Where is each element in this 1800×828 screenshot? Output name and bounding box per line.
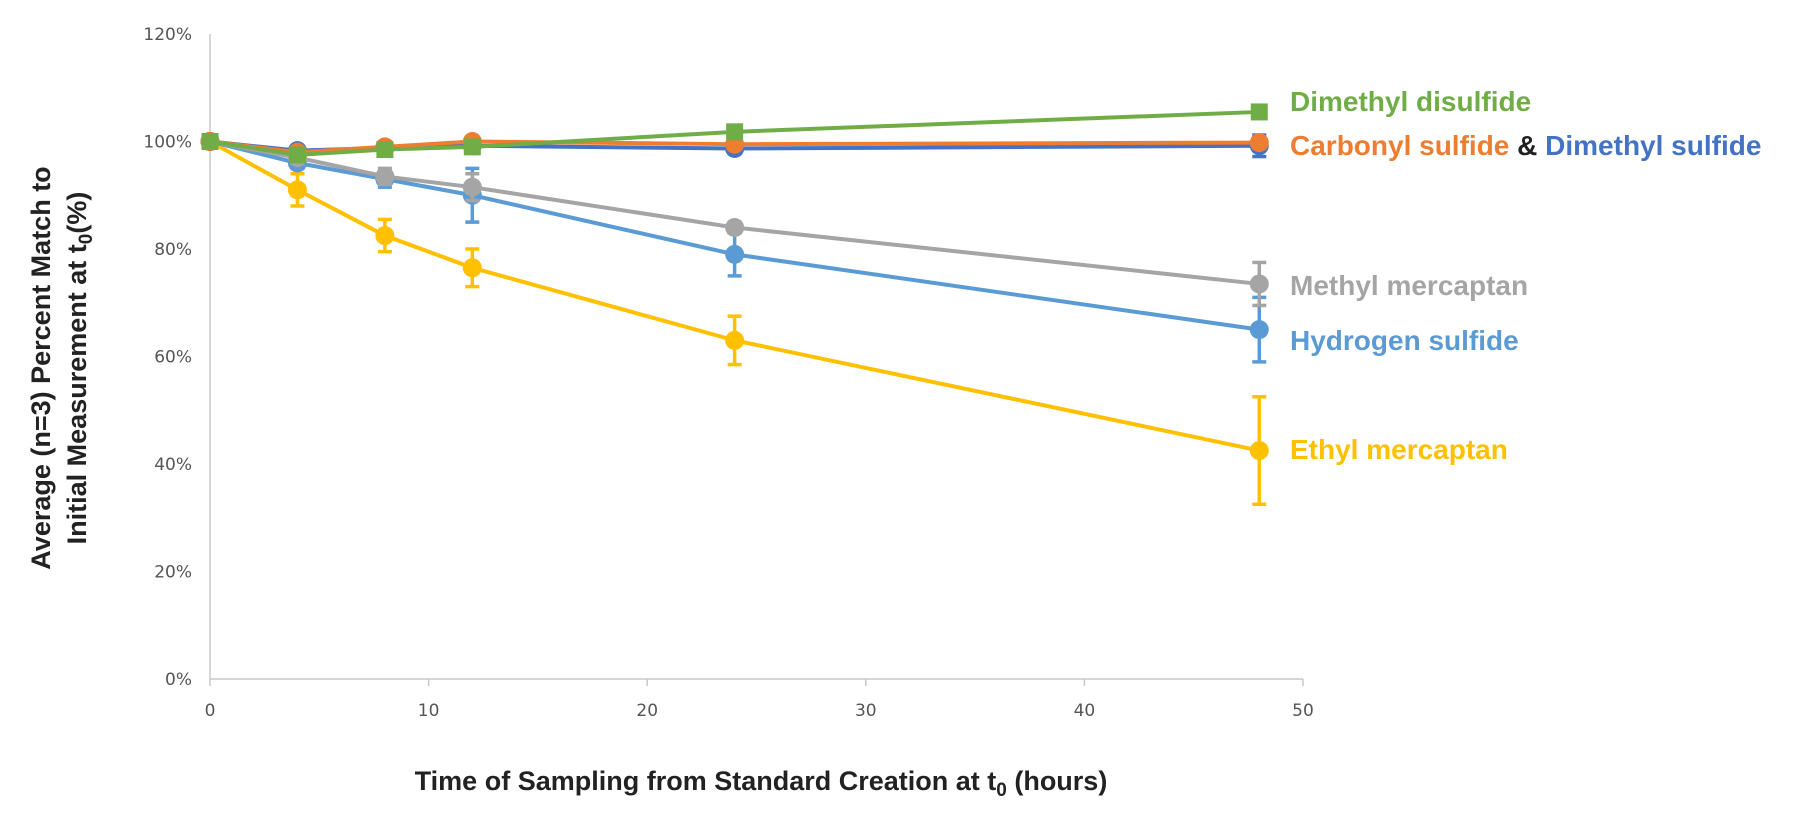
y-tick-label: 120% [143,25,192,45]
y-axis-title-subscript: 0 [76,234,97,245]
data-point [1250,103,1268,121]
y-axis-ticks: 0% 20% 40% 60% 80% 100% 120% [143,25,192,690]
series-layer [200,103,1269,507]
series-dimethyl-disulfide [201,103,1268,164]
label-carbonyl-dimethyl-sulfide: Carbonyl sulfide & Dimethyl sulfide [1290,130,1761,161]
y-tick-label: 80% [154,240,192,260]
y-axis-title-main: Initial Measurement at t [62,244,92,544]
x-tick-label: 20 [636,701,658,721]
series-line [209,139,1260,332]
y-tick-label: 60% [154,348,192,368]
series-line [209,139,1260,286]
data-point [288,146,306,164]
data-point [376,141,394,159]
data-point [725,330,745,350]
data-point [462,177,482,197]
label-dimethyl-sulfide: Dimethyl sulfide [1545,130,1761,161]
x-tick-label: 10 [418,701,440,721]
label-hydrogen-sulfide: Hydrogen sulfide [1290,325,1519,356]
data-point [1249,274,1269,294]
data-point [375,166,395,186]
y-axis-title-line2: Initial Measurement at t0(%) [62,192,97,545]
series-line [209,139,1260,453]
y-tick-label: 20% [154,563,192,583]
data-point [725,244,745,264]
x-tick-label: 30 [855,701,877,721]
y-tick-label: 40% [154,455,192,475]
label-ethyl-mercaptan: Ethyl mercaptan [1290,434,1508,465]
y-tick-label: 100% [143,133,192,153]
x-tick-label: 0 [205,701,216,721]
label-carbonyl-sulfide: Carbonyl sulfide [1290,130,1509,161]
label-methyl-mercaptan: Methyl mercaptan [1290,270,1528,301]
data-point [1249,441,1269,461]
x-axis-title-suffix: (hours) [1007,766,1108,796]
y-tick-label: 0% [165,670,192,690]
x-tick-label: 40 [1074,701,1096,721]
data-point [726,123,744,141]
data-point [201,133,219,150]
x-axis-ticks: 0 10 20 30 40 50 [205,679,1314,721]
data-point [1249,320,1269,340]
data-point [725,218,745,237]
data-point [462,258,482,278]
label-dimethyl-disulfide: Dimethyl disulfide [1290,86,1531,117]
data-point [287,180,307,200]
x-axis-title-subscript: 0 [996,780,1007,801]
data-point [375,226,395,246]
x-tick-label: 50 [1292,701,1314,721]
data-point [1249,133,1269,153]
series-ethyl-mercaptan [200,132,1269,507]
x-axis-title-main: Time of Sampling from Standard Creation … [415,766,997,796]
y-axis-title-line1: Average (n=3) Percent Match to [26,166,56,569]
series-line [209,109,1260,157]
data-point [463,138,481,156]
x-axis-title: Time of Sampling from Standard Creation … [415,766,1108,801]
series-line [209,139,1260,155]
label-ampersand: & [1509,130,1545,161]
y-axis-title-suffix: (%) [62,192,92,234]
series-methyl-mercaptan [200,132,1269,308]
